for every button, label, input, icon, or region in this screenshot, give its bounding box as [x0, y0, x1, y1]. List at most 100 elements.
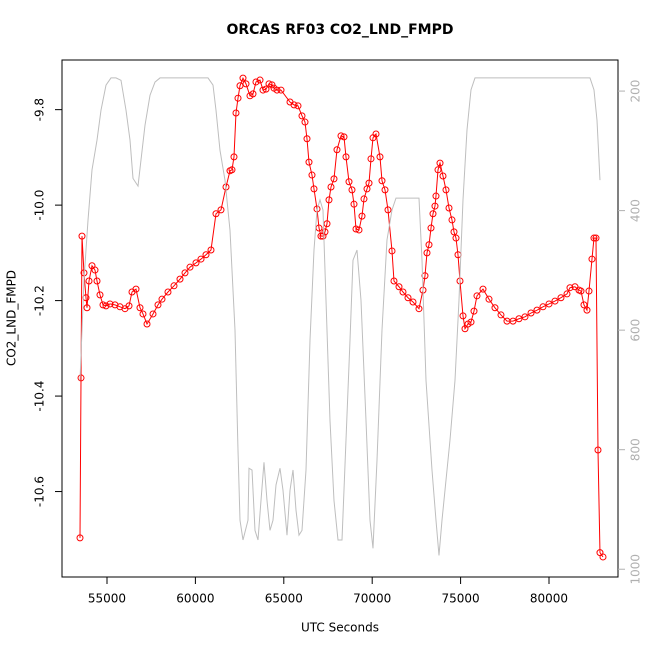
- data-point: [132, 285, 140, 293]
- data-point: [515, 315, 523, 323]
- data-point: [588, 255, 596, 263]
- data-point: [376, 153, 384, 161]
- y-tick-label: -10.2: [33, 285, 47, 316]
- data-point: [342, 153, 350, 161]
- data-point: [330, 175, 338, 183]
- data-point: [452, 234, 460, 242]
- data-point: [273, 86, 281, 94]
- data-point: [445, 204, 453, 212]
- y-tick-label: -10.6: [33, 476, 47, 507]
- data-point: [139, 310, 147, 318]
- data-point: [249, 90, 257, 98]
- data-point: [202, 251, 210, 259]
- data-point: [345, 178, 353, 186]
- data-point: [577, 287, 585, 295]
- data-point: [333, 146, 341, 154]
- y-tick-label: -10.0: [33, 190, 47, 221]
- y2-tick-label: 600: [629, 319, 643, 342]
- data-point: [367, 155, 375, 163]
- y-tick-label: -10.4: [33, 381, 47, 412]
- data-point: [228, 166, 236, 174]
- data-point: [164, 288, 172, 296]
- data-point: [93, 277, 101, 285]
- data-point: [78, 232, 86, 240]
- data-point: [381, 186, 389, 194]
- y2-tick-label: 200: [629, 80, 643, 103]
- data-point: [252, 78, 260, 86]
- y-axis-label: CO2_LND_FMPD: [5, 270, 19, 366]
- data-point: [102, 302, 110, 310]
- data-point: [77, 374, 85, 382]
- data-point: [197, 255, 205, 263]
- chart-title: ORCAS RF03 CO2_LND_FMPD: [226, 22, 453, 38]
- data-point: [585, 287, 593, 295]
- y2-tick-label: 1000: [629, 554, 643, 585]
- data-point: [432, 192, 440, 200]
- data-point: [358, 212, 366, 220]
- data-point: [321, 228, 329, 236]
- data-point: [583, 306, 591, 314]
- data-point: [378, 177, 386, 185]
- data-point: [181, 269, 189, 277]
- data-point: [136, 304, 144, 312]
- data-point: [551, 297, 559, 305]
- data-point: [262, 85, 270, 93]
- data-point: [427, 224, 435, 232]
- x-tick-label: 70000: [353, 592, 391, 606]
- data-point: [485, 295, 493, 303]
- data-point: [459, 312, 467, 320]
- data-point: [217, 206, 225, 214]
- data-point: [186, 263, 194, 271]
- data-point: [355, 226, 363, 234]
- data-point: [473, 292, 481, 300]
- plot-frame: [61, 59, 619, 578]
- data-point: [431, 202, 439, 210]
- data-point: [395, 283, 403, 291]
- series-line: [79, 77, 601, 556]
- data-point: [154, 301, 162, 309]
- data-point: [340, 133, 348, 141]
- data-point: [421, 272, 429, 280]
- data-point: [308, 171, 316, 179]
- data-point: [327, 183, 335, 191]
- data-point: [592, 234, 600, 242]
- data-point: [294, 102, 302, 110]
- data-point: [599, 553, 607, 561]
- y-tick-label: -9.8: [33, 98, 47, 121]
- data-point: [158, 295, 166, 303]
- data-point: [85, 277, 93, 285]
- data-point: [491, 304, 499, 312]
- data-point: [409, 298, 417, 306]
- x-axis-label: UTC Seconds: [301, 621, 379, 635]
- data-point: [310, 185, 318, 193]
- data-point: [442, 186, 450, 194]
- data-point: [83, 304, 91, 312]
- data-point: [571, 283, 579, 291]
- data-point: [325, 196, 333, 204]
- data-point: [265, 80, 273, 88]
- data-point: [434, 166, 442, 174]
- data-point: [436, 159, 444, 167]
- data-point: [594, 446, 602, 454]
- data-point: [509, 317, 517, 325]
- data-point: [470, 307, 478, 315]
- data-point: [448, 216, 456, 224]
- data-point: [96, 291, 104, 299]
- data-point: [239, 74, 247, 82]
- data-point: [298, 112, 306, 120]
- data-point: [256, 76, 264, 84]
- data-point: [521, 313, 529, 321]
- data-point: [348, 186, 356, 194]
- data-point: [91, 266, 99, 274]
- data-point: [106, 300, 114, 308]
- data-point: [580, 301, 588, 309]
- data-point: [527, 309, 535, 317]
- data-point: [192, 259, 200, 267]
- data-point: [557, 294, 565, 302]
- data-point: [365, 179, 373, 187]
- data-point: [439, 172, 447, 180]
- data-point: [301, 118, 309, 126]
